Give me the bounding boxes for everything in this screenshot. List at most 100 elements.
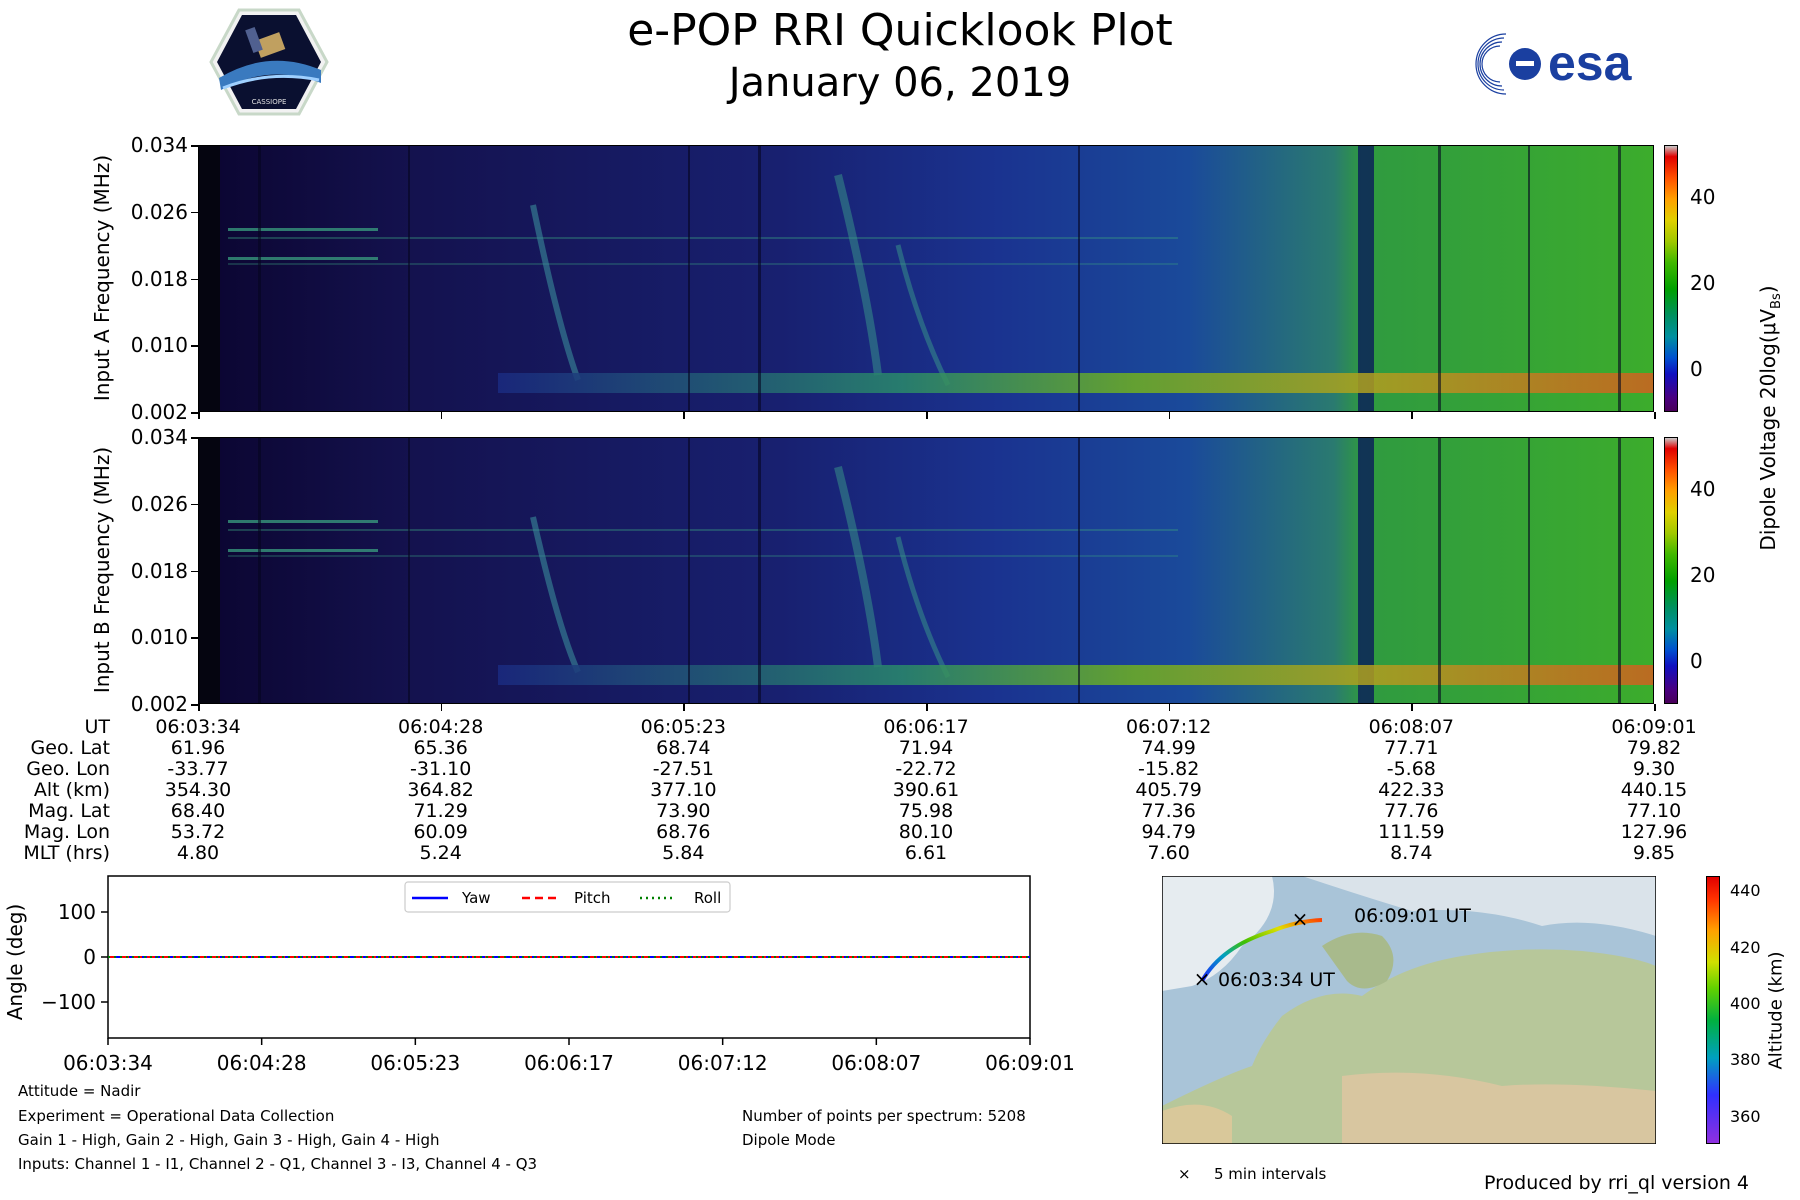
altitude-colorbar-tick: 380 <box>1730 1050 1761 1070</box>
spectrogram-b-ytick-mark <box>191 637 198 639</box>
spectrogram-b-ytick: 0.026 <box>130 491 188 516</box>
ephemeris-cell: 9.30 <box>1632 758 1676 780</box>
attitude-xtick: 06:07:12 <box>678 1051 768 1075</box>
greenland-landmass <box>1162 876 1274 991</box>
spectrogram-xtick-mark <box>1654 704 1656 711</box>
ephemeris-cell: 364.82 <box>407 779 474 801</box>
spectrogram-b-ytick: 0.034 <box>130 425 188 449</box>
voltage-colorbar-tick: 40 <box>1690 476 1716 501</box>
scandinavia-landmass <box>1322 932 1394 989</box>
spectrogram-a-ytick: 0.002 <box>130 400 188 424</box>
spectrogram-a-ytick-mark <box>191 145 198 147</box>
note-mode: Dipole Mode <box>742 1131 836 1149</box>
spectrogram-xtick-mark <box>1168 704 1171 711</box>
ephemeris-cell: 74.99 <box>1141 737 1196 759</box>
ephemeris-cell: 111.59 <box>1378 821 1445 843</box>
attitude-ytick: 100 <box>58 900 96 924</box>
altitude-colorbar-tick: 360 <box>1730 1106 1761 1126</box>
altitude-colorbar <box>1706 876 1720 1144</box>
spectrogram-a-ytick: 0.018 <box>130 266 188 291</box>
spectrogram-b-ytick-mark <box>191 570 198 572</box>
ephemeris-cell: 75.98 <box>898 800 954 822</box>
ephemeris-ut-cell: 06:06:17 <box>883 716 969 738</box>
spectrogram-xtick-mark <box>198 412 200 419</box>
ephemeris-cell: 77.71 <box>1384 737 1439 759</box>
spectrogram-b-ylabel: Input B Frequency (MHz) <box>90 446 114 694</box>
ephemeris-row-label: MLT (hrs) <box>23 842 110 864</box>
ephemeris-cell: 77.76 <box>1384 800 1439 822</box>
ephemeris-cell: 354.30 <box>164 779 232 801</box>
track-5min-marker: × <box>1292 907 1309 931</box>
legend-roll-label: Roll <box>694 889 721 907</box>
voltage-colorbar-a <box>1664 145 1678 412</box>
ephemeris-cell: 65.36 <box>413 737 468 759</box>
spectrogram-a-ytick-mark <box>191 412 198 414</box>
cassiope-logo: CASSIOPE <box>209 8 329 116</box>
altitude-colorbar-label: Altitude (km) <box>1765 951 1787 1070</box>
attitude-xtick: 06:03:34 <box>63 1051 153 1075</box>
spectrogram-xtick-mark <box>1168 412 1171 419</box>
ephemeris-cell: 73.90 <box>656 800 711 822</box>
map-legend: 5 min intervals <box>1214 1165 1327 1183</box>
ephemeris-row-label: Alt (km) <box>33 779 110 801</box>
note-gains: Gain 1 - High, Gain 2 - High, Gain 3 - H… <box>18 1131 440 1149</box>
ephemeris-cell: 94.79 <box>1141 821 1196 843</box>
cassiope-logo-text: CASSIOPE <box>252 98 287 106</box>
ephemeris-ut-cell: 06:04:28 <box>397 716 484 738</box>
ephemeris-cell: -22.72 <box>895 758 957 780</box>
spectrogram-b-ytick: 0.002 <box>130 692 188 716</box>
ephemeris-cell: 80.10 <box>898 821 954 843</box>
ephemeris-cell: 9.85 <box>1632 842 1676 864</box>
ephemeris-cell: 61.96 <box>170 737 226 759</box>
track-start-label: 06:03:34 UT <box>1218 969 1335 991</box>
spectrogram-xtick-mark <box>440 412 443 419</box>
spectrogram-input-a <box>198 145 1654 412</box>
note-attitude: Attitude = Nadir <box>18 1082 141 1100</box>
spectrogram-xtick-mark <box>683 704 685 711</box>
legend-pitch-label: Pitch <box>574 889 611 907</box>
spectrogram-a-ytick: 0.026 <box>130 199 188 224</box>
esa-logo: esa <box>1475 33 1633 95</box>
spectrogram-a-ytick: 0.034 <box>130 133 188 157</box>
produced-by: Produced by rri_ql version 4 <box>1484 1172 1749 1194</box>
attitude-ytick: −100 <box>41 990 96 1014</box>
spectrogram-xtick-mark <box>926 412 928 419</box>
plot-title: e-POP RRI Quicklook Plot <box>627 5 1173 56</box>
note-experiment: Experiment = Operational Data Collection <box>18 1107 335 1125</box>
altitude-colorbar-tick: 400 <box>1730 993 1761 1013</box>
ephemeris-row-label: UT <box>84 716 110 738</box>
voltage-colorbar-label: Dipole Voltage 20log(μVBs) <box>1756 285 1784 551</box>
ephemeris-cell: -33.77 <box>167 758 229 780</box>
voltage-colorbar-tick: 0 <box>1690 356 1703 381</box>
spectrogram-b-ytick-mark <box>191 437 198 439</box>
attitude-plot: 100 0 −100 06:03:34 06:04:28 06:05:23 06:06:1… <box>41 875 1075 1075</box>
ephemeris-cell: 68.74 <box>656 737 711 759</box>
ephemeris-cell: 377.10 <box>650 779 717 801</box>
ephemeris-cell: 422.33 <box>1378 779 1445 801</box>
ephemeris-cell: 440.15 <box>1620 779 1688 801</box>
ephemeris-cell: 71.94 <box>898 737 954 759</box>
voltage-colorbar-tick: 20 <box>1690 562 1716 587</box>
ephemeris-ut-cell: 06:03:34 <box>155 716 241 738</box>
spectrogram-input-b <box>198 437 1654 704</box>
ephemeris-row-label: Mag. Lat <box>28 800 110 822</box>
voltage-colorbar-tick: 40 <box>1690 184 1716 209</box>
spectrogram-b-ytick: 0.010 <box>130 625 188 650</box>
altitude-colorbar-tick: 420 <box>1730 937 1761 957</box>
spectrogram-a-ytick-mark <box>191 345 198 347</box>
attitude-ylabel: Angle (deg) <box>3 903 27 1021</box>
spectrogram-xtick-mark <box>198 704 200 711</box>
orbit-map: × × 06:03:34 UT 06:09:01 UT <box>1162 876 1656 1144</box>
ephemeris-cell: 68.76 <box>656 821 711 843</box>
track-start-marker: × <box>1194 967 1211 991</box>
ephemeris-cell: 7.60 <box>1147 842 1190 864</box>
map-legend-marker: × <box>1178 1165 1191 1183</box>
spectrogram-a-ytick-mark <box>191 211 198 214</box>
attitude-xtick: 06:04:28 <box>217 1051 307 1075</box>
ephemeris-ut-cell: 06:09:01 <box>1611 716 1697 738</box>
spectrogram-xtick-mark <box>926 704 928 711</box>
spectrogram-b-ytick: 0.018 <box>130 558 188 583</box>
ephemeris-cell: 405.79 <box>1135 779 1202 801</box>
attitude-xtick: 06:09:01 <box>985 1051 1075 1075</box>
desert-region <box>1342 1072 1656 1144</box>
